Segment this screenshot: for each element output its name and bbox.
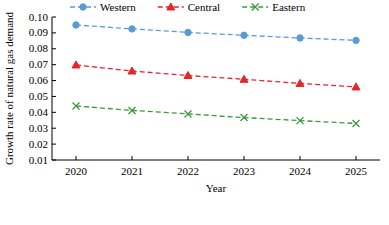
legend-label: Western <box>100 1 136 13</box>
data-point <box>185 29 191 35</box>
data-point <box>128 67 136 74</box>
x-tick-label: 2025 <box>345 165 368 177</box>
series-line <box>76 65 356 87</box>
y-tick <box>52 64 56 65</box>
x-tick-label: 2022 <box>177 165 199 177</box>
y-tick-label: 0.02 <box>29 138 48 150</box>
y-tick <box>52 48 56 49</box>
y-tick-label: 0.08 <box>29 42 49 54</box>
y-tick <box>52 128 56 129</box>
x-axis <box>52 160 380 161</box>
data-point <box>129 107 136 114</box>
series-line <box>76 106 356 123</box>
data-point <box>129 26 135 32</box>
x-tick-label: 2021 <box>121 165 143 177</box>
legend-marker <box>80 4 86 10</box>
y-tick <box>52 160 56 161</box>
y-tick <box>52 144 56 145</box>
x-tick <box>244 156 245 160</box>
y-tick <box>52 112 56 113</box>
y-tick <box>52 32 56 33</box>
chart: 0.01 0.02 0.03 0.04 0.05 0.06 0.07 0.08 0.09 0.10… <box>0 0 389 225</box>
legend-marker <box>252 4 259 11</box>
data-point <box>353 120 360 127</box>
x-tick <box>356 156 357 160</box>
x-tick <box>300 156 301 160</box>
legend-marker <box>167 3 175 10</box>
x-tick <box>132 156 133 160</box>
data-point <box>352 83 360 90</box>
x-tick-label: 2020 <box>65 165 88 177</box>
legend-label: Central <box>188 1 220 13</box>
x-axis-label: Year <box>206 182 227 194</box>
y-tick <box>52 17 56 18</box>
data-point <box>184 71 192 78</box>
plot-area <box>72 22 360 127</box>
y-tick <box>52 96 56 97</box>
y-tick <box>52 80 56 81</box>
legend: Western Central Eastern <box>70 1 306 13</box>
data-point <box>73 22 79 28</box>
y-tick-label: 0.03 <box>29 122 49 134</box>
x-tick-label: 2024 <box>289 165 312 177</box>
data-point <box>353 37 359 43</box>
data-point <box>297 35 303 41</box>
data-point <box>296 79 304 86</box>
y-tick-label: 0.06 <box>29 74 49 86</box>
series-line <box>76 25 356 40</box>
x-tick <box>76 156 77 160</box>
y-tick-label: 0.04 <box>29 106 49 118</box>
y-tick-label: 0.05 <box>29 90 49 102</box>
x-tick-label: 2023 <box>233 165 256 177</box>
data-point <box>241 32 247 38</box>
y-axis-label: Growth rate of natural gas demand <box>3 11 15 165</box>
y-tick-label: 0.07 <box>29 58 49 70</box>
data-point <box>73 102 80 109</box>
data-point <box>297 117 304 124</box>
y-tick-label: 0.10 <box>29 11 49 23</box>
data-point <box>72 61 80 68</box>
legend-label: Eastern <box>272 1 305 13</box>
data-point <box>240 75 248 82</box>
data-point <box>241 114 248 121</box>
x-tick <box>188 156 189 160</box>
data-point <box>185 110 192 117</box>
y-axis <box>52 17 53 160</box>
y-tick-label: 0.01 <box>29 154 48 166</box>
y-tick-label: 0.09 <box>29 26 49 38</box>
